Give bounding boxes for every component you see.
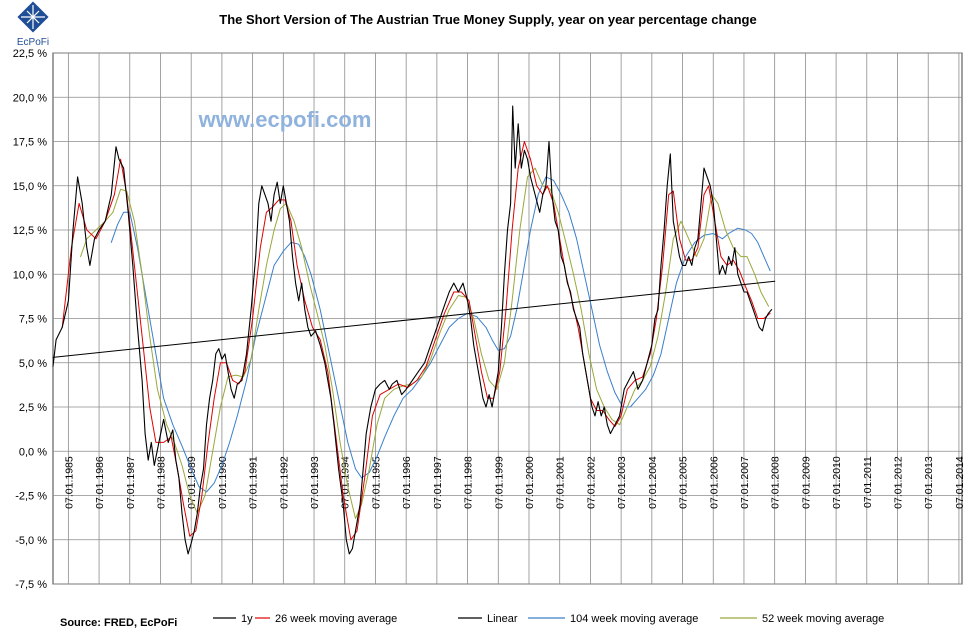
y-tick-label: 22,5 %	[13, 48, 47, 60]
chart-title: The Short Version of The Austrian True M…	[219, 12, 756, 27]
series-group	[52, 105, 776, 555]
series-line-104-week-moving-average	[110, 176, 771, 493]
logo-text: EcPoFi	[17, 37, 49, 48]
x-tick-label: 07.01.1993	[309, 456, 321, 509]
y-tick-label: 2,5 %	[19, 402, 47, 414]
logo: EcPoFi	[17, 1, 49, 48]
watermark: www.ecpofi.com	[198, 107, 372, 132]
series-line-linear	[52, 280, 776, 358]
y-tick-label: 20,0 %	[13, 92, 47, 104]
y-tick-label: 15,0 %	[13, 181, 47, 193]
y-tick-label: 12,5 %	[13, 225, 47, 237]
series-line-52-week-moving-average	[80, 167, 769, 519]
x-tick-label: 07.01.2002	[585, 456, 597, 509]
x-tick-label: 07.01.1987	[125, 456, 137, 509]
x-tick-label: 07.01.2001	[555, 456, 567, 509]
x-tick-label: 07.01.2014	[954, 456, 966, 509]
x-tick-label: 07.01.2004	[647, 456, 659, 509]
x-tick-label: 07.01.2009	[800, 456, 812, 509]
legend-label: 52 week moving average	[762, 613, 884, 625]
series-line-26-week-moving-average	[61, 141, 771, 541]
y-tick-label: 17,5 %	[13, 137, 47, 149]
x-tick-label: 07.01.1985	[63, 456, 75, 509]
logo-icon	[17, 1, 49, 33]
y-tick-label: 5,0 %	[19, 358, 47, 370]
y-tick-label: 0,0 %	[19, 446, 47, 458]
x-tick-label: 07.01.1995	[370, 456, 382, 509]
legend-label: Linear	[487, 613, 518, 625]
legend-label: 26 week moving average	[275, 613, 397, 625]
legend-label: 1y	[241, 613, 253, 625]
y-axis-ticks: 22,5 % 20,0 % 17,5 % 15,0 % 12,5 % 10,0 % 7,5 …	[13, 48, 47, 591]
y-tick-label: -2,5 %	[15, 491, 47, 503]
legend: 1y 26 week moving average Linear 104 week m…	[213, 613, 884, 625]
x-tick-label: 07.01.1996	[401, 456, 413, 509]
x-tick-label: 07.01.2006	[708, 456, 720, 509]
x-tick-label: 07.01.1988	[155, 456, 167, 509]
x-axis-ticks: 07.01.1985 07.01.1986 07.01.1987 07.01.1988…	[63, 456, 966, 509]
x-tick-label: 07.01.1986	[94, 456, 106, 509]
x-tick-label: 07.01.2008	[770, 456, 782, 509]
x-tick-label: 07.01.2013	[923, 456, 935, 509]
x-tick-label: 07.01.1998	[463, 456, 475, 509]
legend-label: 104 week moving average	[570, 613, 698, 625]
series-line-1y	[52, 105, 773, 555]
x-tick-label: 07.01.2005	[678, 456, 690, 509]
x-tick-label: 07.01.2000	[524, 456, 536, 509]
x-tick-label: 07.01.1992	[278, 456, 290, 509]
x-tick-label: 07.01.1999	[493, 456, 505, 509]
x-tick-label: 07.01.2011	[862, 456, 874, 508]
x-tick-label: 07.01.2007	[739, 456, 751, 509]
x-tick-label: 07.01.1989	[186, 456, 198, 509]
source-note: Source: FRED, EcPoFi	[60, 617, 177, 629]
x-tick-label: 07.01.2010	[831, 456, 843, 509]
x-tick-label: 07.01.1990	[217, 456, 229, 509]
y-tick-label: -5,0 %	[15, 535, 47, 547]
x-tick-label: 07.01.2012	[893, 456, 905, 509]
grid	[52, 52, 963, 585]
y-tick-label: -7,5 %	[15, 579, 47, 591]
y-tick-label: 10,0 %	[13, 269, 47, 281]
x-tick-label: 07.01.2003	[616, 456, 628, 509]
y-tick-label: 7,5 %	[19, 314, 47, 326]
x-tick-label: 07.01.1991	[248, 456, 260, 509]
x-tick-label: 07.01.1997	[432, 456, 444, 509]
